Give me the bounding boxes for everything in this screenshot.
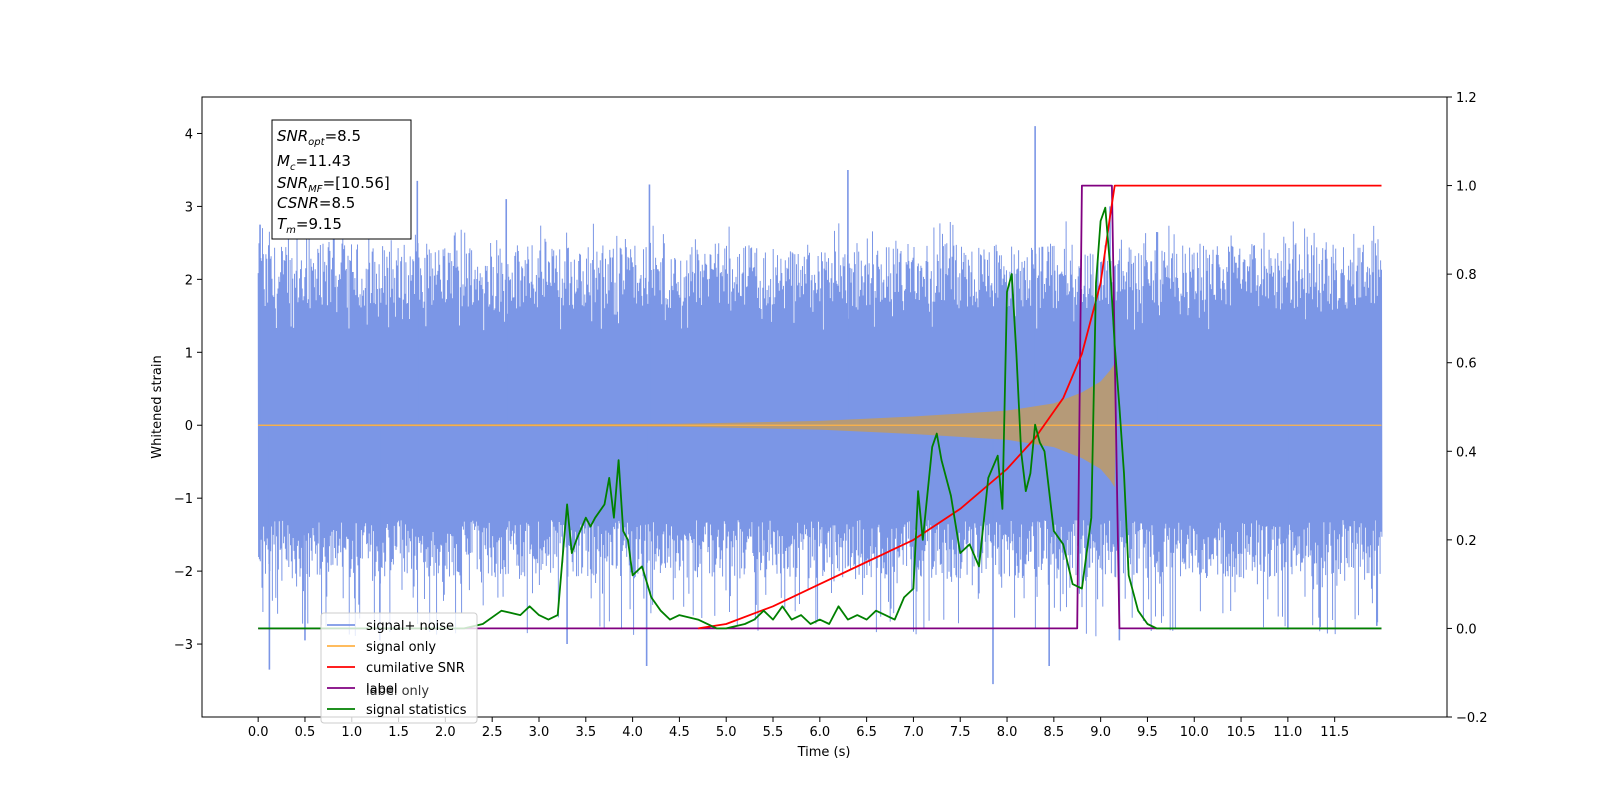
y-right-tick-label-1: 0.0 — [1456, 622, 1477, 637]
x-tick-label-0: 0.0 — [248, 725, 269, 740]
x-tick-label-23: 11.5 — [1320, 725, 1349, 740]
legend-label-4: label only — [366, 684, 429, 699]
y-left-tick-label-6: 3 — [185, 200, 193, 215]
legend-label-1: signal only — [366, 640, 436, 655]
x-tick-label-17: 8.5 — [1043, 725, 1064, 740]
annotation-snr-mf: SNRMF=[10.56] — [277, 174, 390, 195]
x-tick-label-18: 9.0 — [1090, 725, 1111, 740]
x-tick-label-12: 6.0 — [809, 725, 830, 740]
legend-label-0: signal+ noise — [366, 619, 454, 634]
annotation-tm: Tm=9.15 — [277, 215, 342, 236]
y-left-tick-label-2: −1 — [174, 492, 193, 507]
legend-label-5: signal statistics — [366, 703, 467, 718]
x-tick-label-5: 2.5 — [482, 725, 503, 740]
legend-label-3: label — [366, 682, 397, 697]
x-tick-label-19: 9.5 — [1137, 725, 1158, 740]
y-right-tick-label-3: 0.4 — [1456, 445, 1477, 460]
legend: signal+ noise signal only cumilative SNR la… — [320, 612, 478, 724]
y-right-tick-label-5: 0.8 — [1456, 268, 1477, 283]
x-tick-label-10: 5.0 — [716, 725, 737, 740]
x-tick-label-4: 2.0 — [435, 725, 456, 740]
plot-frame — [201, 96, 1448, 718]
legend-label-2: cumilative SNR — [366, 661, 465, 676]
y-left-tick-label-1: −2 — [174, 565, 193, 580]
x-tick-label-6: 3.0 — [529, 725, 550, 740]
x-tick-label-1: 0.5 — [295, 725, 316, 740]
annotation-snr-opt: SNRopt=8.5 — [277, 127, 361, 148]
x-tick-label-22: 11.0 — [1273, 725, 1302, 740]
y-left-tick-label-0: −3 — [174, 638, 193, 653]
y-left-tick-label-3: 0 — [185, 419, 193, 434]
plot-area — [257, 126, 1383, 685]
x-tick-label-11: 5.5 — [763, 725, 784, 740]
x-tick-label-13: 6.5 — [856, 725, 877, 740]
x-tick-label-2: 1.0 — [341, 725, 362, 740]
y-right-tick-label-7: 1.2 — [1456, 91, 1477, 106]
x-tick-label-7: 3.5 — [575, 725, 596, 740]
series-signal-statistics — [258, 206, 1382, 630]
y-left-tick-label-4: 1 — [185, 346, 193, 361]
series-cumulative-snr — [697, 184, 1382, 630]
y-right-tick-label-4: 0.6 — [1456, 357, 1477, 372]
y-right-tick-label-0: −0.2 — [1456, 711, 1488, 726]
stats-annotation: SNRopt=8.5 Mc=11.43 SNRMF=[10.56] CSNR=8… — [271, 119, 412, 240]
x-tick-label-8: 4.0 — [622, 725, 643, 740]
y-right-tick-label-2: 0.2 — [1456, 534, 1477, 549]
x-tick-label-9: 4.5 — [669, 725, 690, 740]
y-left-tick-label-5: 2 — [185, 273, 193, 288]
axes: 0.0 0.5 1.0 1.5 2.0 2.5 3.0 3.5 4.0 4.5 5.0 5.5 6.0 6… — [174, 91, 1488, 740]
x-tick-label-20: 10.0 — [1180, 725, 1209, 740]
x-axis-label: Time (s) — [797, 745, 851, 760]
x-tick-label-3: 1.5 — [388, 725, 409, 740]
annotation-mc: Mc=11.43 — [277, 152, 351, 173]
y-right-tick-label-6: 1.0 — [1456, 180, 1477, 195]
annotation-csnr: CSNR=8.5 — [277, 194, 355, 212]
x-tick-label-16: 8.0 — [997, 725, 1018, 740]
x-tick-label-21: 10.5 — [1227, 725, 1256, 740]
x-tick-label-14: 7.0 — [903, 725, 924, 740]
y-axis-label: Whitened strain — [150, 355, 165, 458]
y-left-tick-label-7: 4 — [185, 127, 193, 142]
x-tick-label-15: 7.5 — [950, 725, 971, 740]
